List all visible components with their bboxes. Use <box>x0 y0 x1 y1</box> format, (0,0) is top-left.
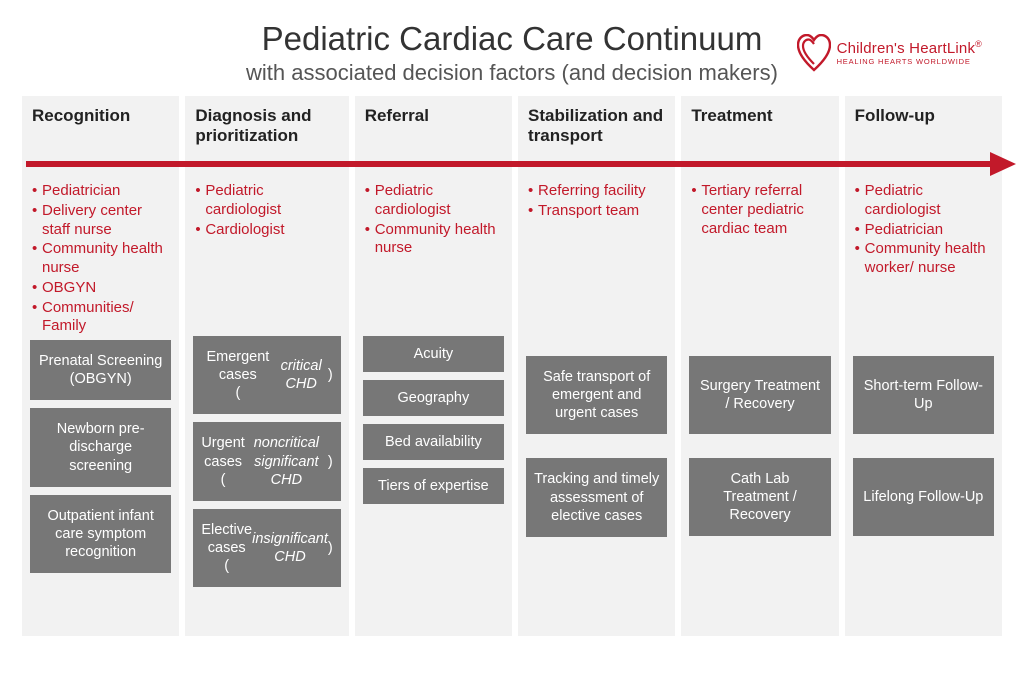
decision-maker-item: Communities/ Family <box>32 299 169 337</box>
column-header: Treatment <box>687 102 832 158</box>
factor-box: Surgery Treatment / Recovery <box>689 356 830 434</box>
decision-maker-item: Community health nurse <box>32 240 169 278</box>
factor-box: Elective cases(insignificant CHD) <box>193 509 340 587</box>
logo-text: Children's HeartLink® HEALING HEARTS WOR… <box>837 40 982 66</box>
column-header: Recognition <box>28 102 173 158</box>
continuum-column: Treatment Tertiary referral center pediat… <box>681 96 838 636</box>
factor-box: Lifelong Follow-Up <box>853 458 994 536</box>
factor-box: Newborn pre-discharge screening <box>30 408 171 486</box>
factor-box: Safe transport of emergent and urgent ca… <box>526 356 667 434</box>
decision-maker-item: Pediatrician <box>32 182 169 201</box>
decision-makers-list: Pediatric cardiologistPediatricianCommun… <box>851 182 996 332</box>
decision-makers-list: Tertiary referral center pediatric cardi… <box>687 182 832 332</box>
column-header: Follow-up <box>851 102 996 158</box>
column-header: Referral <box>361 102 506 158</box>
logo-tagline: HEALING HEARTS WORLDWIDE <box>837 58 982 66</box>
header-row: Pediatric Cardiac Care Continuum with as… <box>22 20 1002 86</box>
decision-factors: Short-term Follow-Up Lifelong Follow-Up <box>851 356 996 536</box>
decision-maker-item: Cardiologist <box>195 221 338 240</box>
decision-maker-item: Community health nurse <box>365 221 502 259</box>
decision-maker-item: Transport team <box>528 202 665 221</box>
decision-factors: Prenatal Screening (OBGYN) Newborn pre-di… <box>28 340 173 573</box>
continuum-column: Referral Pediatric cardiologistCommunity … <box>355 96 512 636</box>
decision-maker-item: Community health worker/ nurse <box>855 240 992 278</box>
page: Pediatric Cardiac Care Continuum with as… <box>0 0 1024 646</box>
decision-makers-list: Pediatric cardiologistCommunity health n… <box>361 182 506 332</box>
decision-makers-list: Pediatric cardiologistCardiologist <box>191 182 342 332</box>
continuum-column: Diagnosis and prioritization Pediatric ca… <box>185 96 348 636</box>
decision-maker-item: Pediatric cardiologist <box>855 182 992 220</box>
factor-box: Acuity <box>363 336 504 372</box>
decision-factors: Safe transport of emergent and urgent ca… <box>524 356 669 537</box>
factor-box: Tiers of expertise <box>363 468 504 504</box>
decision-maker-item: Pediatric cardiologist <box>365 182 502 220</box>
decision-factors: Surgery Treatment / Recovery Cath Lab Tre… <box>687 356 832 536</box>
brand-logo: Children's HeartLink® HEALING HEARTS WOR… <box>797 34 982 72</box>
factor-box: Cath Lab Treatment / Recovery <box>689 458 830 536</box>
continuum-column: Recognition PediatricianDelivery center s… <box>22 96 179 636</box>
factor-box: Outpatient infant care symptom recogniti… <box>30 495 171 573</box>
column-header: Diagnosis and prioritization <box>191 102 342 158</box>
decision-maker-item: Tertiary referral center pediatric cardi… <box>691 182 828 238</box>
decision-factors: Emergent cases(critical CHD) Urgent cases… <box>191 336 342 587</box>
factor-box: Tracking and timely assessment of electi… <box>526 458 667 536</box>
logo-brand-name: Children's HeartLink <box>837 40 976 57</box>
registered-mark-icon: ® <box>975 39 982 49</box>
decision-maker-item: Pediatrician <box>855 221 992 240</box>
decision-maker-item: Pediatric cardiologist <box>195 182 338 220</box>
continuum-columns: RecognitionPediatricianDelivery center s… <box>22 96 1002 636</box>
decision-maker-item: OBGYN <box>32 279 169 298</box>
decision-makers-list: PediatricianDelivery center staff nurseC… <box>28 182 173 336</box>
decision-makers-list: Referring facilityTransport team <box>524 182 669 332</box>
factor-box: Bed availability <box>363 424 504 460</box>
heart-icon <box>797 34 831 72</box>
continuum-column: Stabilization and transport Referring fac… <box>518 96 675 636</box>
column-header: Stabilization and transport <box>524 102 669 158</box>
factor-box: Short-term Follow-Up <box>853 356 994 434</box>
factor-box: Emergent cases(critical CHD) <box>193 336 340 414</box>
factor-box: Urgent cases(noncritical significant CHD… <box>193 422 340 500</box>
continuum-column: Follow-up Pediatric cardiologistPediatric… <box>845 96 1002 636</box>
decision-maker-item: Delivery center staff nurse <box>32 202 169 240</box>
decision-factors: Acuity Geography Bed availability Tiers of … <box>361 336 506 504</box>
factor-box: Prenatal Screening (OBGYN) <box>30 340 171 400</box>
decision-maker-item: Referring facility <box>528 182 665 201</box>
factor-box: Geography <box>363 380 504 416</box>
